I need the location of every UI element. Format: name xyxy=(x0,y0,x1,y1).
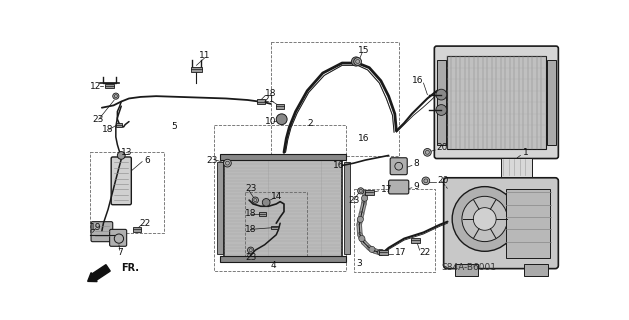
FancyBboxPatch shape xyxy=(389,180,409,194)
Bar xyxy=(501,158,532,177)
Bar xyxy=(506,188,550,258)
Text: 22: 22 xyxy=(139,219,150,228)
Bar xyxy=(257,99,265,104)
Text: 22: 22 xyxy=(420,248,431,257)
Text: 10: 10 xyxy=(265,117,276,126)
Text: 18: 18 xyxy=(245,210,257,219)
Circle shape xyxy=(252,197,259,203)
Text: 8: 8 xyxy=(413,159,419,168)
Text: 2: 2 xyxy=(307,119,313,128)
Bar xyxy=(225,158,342,258)
Circle shape xyxy=(378,249,384,256)
Bar xyxy=(447,56,546,148)
Text: 18: 18 xyxy=(265,89,276,98)
Circle shape xyxy=(248,247,253,253)
Circle shape xyxy=(223,159,231,167)
Circle shape xyxy=(369,246,375,252)
Text: 4: 4 xyxy=(271,261,277,270)
Bar xyxy=(353,188,435,272)
FancyBboxPatch shape xyxy=(443,178,559,268)
FancyBboxPatch shape xyxy=(109,229,126,246)
Text: 18: 18 xyxy=(245,225,257,234)
Circle shape xyxy=(462,196,508,242)
Circle shape xyxy=(362,195,368,201)
Bar xyxy=(379,250,388,255)
Bar xyxy=(271,226,278,229)
Bar xyxy=(455,264,478,276)
FancyBboxPatch shape xyxy=(91,222,113,242)
Text: 18: 18 xyxy=(102,125,113,134)
FancyArrow shape xyxy=(87,265,110,282)
Text: 6: 6 xyxy=(145,156,150,164)
Text: 23: 23 xyxy=(245,184,257,193)
Bar xyxy=(365,190,374,195)
Bar xyxy=(343,162,350,254)
Bar xyxy=(191,67,202,72)
Circle shape xyxy=(422,177,430,185)
Text: 17: 17 xyxy=(381,185,392,194)
Text: 1: 1 xyxy=(523,148,528,157)
Bar xyxy=(90,152,164,233)
Circle shape xyxy=(436,105,447,116)
Bar xyxy=(105,84,114,88)
Text: 3: 3 xyxy=(356,259,362,268)
Text: 20: 20 xyxy=(437,176,449,185)
Bar xyxy=(116,123,122,127)
Bar xyxy=(547,60,556,145)
Text: 16: 16 xyxy=(412,76,423,85)
Text: 21: 21 xyxy=(263,95,274,105)
Text: 15: 15 xyxy=(358,46,369,55)
Text: 23: 23 xyxy=(245,253,257,262)
Text: S84A-B6001: S84A-B6001 xyxy=(442,263,496,272)
Circle shape xyxy=(358,188,364,194)
Text: 17: 17 xyxy=(395,248,406,257)
Circle shape xyxy=(276,114,287,124)
Text: 7: 7 xyxy=(118,248,123,257)
Bar xyxy=(271,42,399,156)
Text: 5: 5 xyxy=(172,123,177,132)
Bar xyxy=(259,212,266,216)
Text: 20: 20 xyxy=(437,143,448,152)
Bar xyxy=(220,154,346,160)
Bar xyxy=(437,60,446,145)
Text: 9: 9 xyxy=(413,182,419,191)
Bar xyxy=(411,238,420,243)
FancyBboxPatch shape xyxy=(435,46,559,158)
Text: 14: 14 xyxy=(271,192,282,201)
Circle shape xyxy=(118,152,125,159)
Circle shape xyxy=(352,57,360,66)
Bar xyxy=(245,192,307,262)
Circle shape xyxy=(262,198,270,206)
Bar xyxy=(220,256,346,262)
Circle shape xyxy=(113,93,119,99)
Bar xyxy=(276,104,284,109)
Circle shape xyxy=(359,236,365,242)
Circle shape xyxy=(423,148,431,156)
Circle shape xyxy=(436,89,447,100)
Bar xyxy=(524,264,547,276)
Text: FR.: FR. xyxy=(121,263,139,273)
Bar xyxy=(214,124,346,271)
Text: 16: 16 xyxy=(358,134,369,143)
Text: 23: 23 xyxy=(348,196,360,204)
FancyBboxPatch shape xyxy=(111,157,131,205)
FancyBboxPatch shape xyxy=(390,158,407,175)
Circle shape xyxy=(452,187,517,251)
Bar xyxy=(133,227,141,232)
Text: 19: 19 xyxy=(90,222,102,232)
Text: 13: 13 xyxy=(121,148,133,157)
Text: 23: 23 xyxy=(206,156,218,164)
Circle shape xyxy=(353,58,362,65)
Bar xyxy=(216,162,223,254)
Circle shape xyxy=(357,216,364,222)
Text: 11: 11 xyxy=(199,51,210,60)
Text: 23: 23 xyxy=(92,115,104,124)
Circle shape xyxy=(474,208,496,230)
Text: 16: 16 xyxy=(333,161,344,170)
Text: 12: 12 xyxy=(90,82,102,91)
